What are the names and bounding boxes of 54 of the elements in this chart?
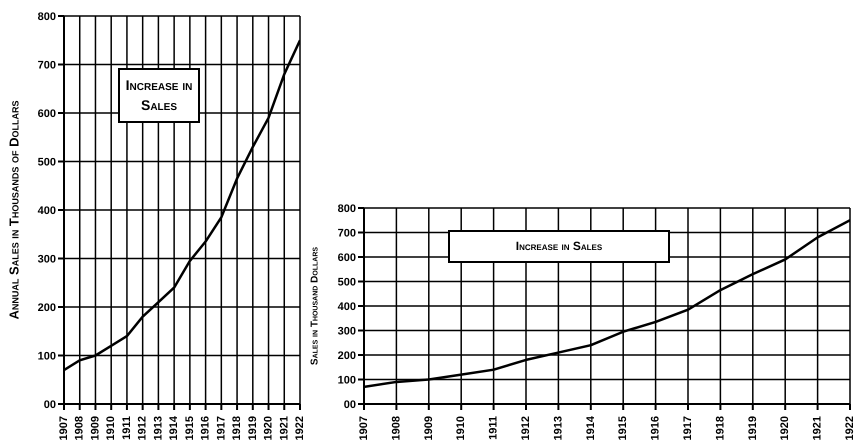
y-tick-label: 500 <box>338 276 356 288</box>
x-tick-label: 1907 <box>58 416 70 440</box>
y-tick-label: 200 <box>338 350 356 362</box>
y-tick-label: 800 <box>338 202 356 215</box>
y-tick-label: 800 <box>38 10 56 23</box>
y-tick-label: 700 <box>338 227 356 240</box>
title-box: Increase in Sales <box>118 68 200 124</box>
x-tick-label: 1912 <box>136 416 149 440</box>
x-tick-label: 1909 <box>422 416 435 440</box>
title-box: Increase in Sales <box>448 230 670 263</box>
x-tick-label: 1908 <box>390 416 402 440</box>
x-tick-label: 1918 <box>231 416 244 440</box>
y-tick-label: 300 <box>38 253 56 266</box>
y-tick-label: 00 <box>44 398 56 411</box>
y-tick-label: 200 <box>38 302 56 314</box>
x-tick-label: 1915 <box>184 416 196 440</box>
x-tick-label: 1911 <box>488 416 500 440</box>
x-tick-label: 1916 <box>650 416 662 440</box>
y-tick-label: 500 <box>38 156 56 168</box>
x-tick-label: 1919 <box>246 416 259 440</box>
x-tick-label: 1913 <box>552 416 564 440</box>
x-tick-label: 1920 <box>779 416 792 440</box>
x-tick-label: 1915 <box>617 416 630 440</box>
x-tick-label: 1922 <box>844 416 856 440</box>
x-tick-label: 1911 <box>120 416 133 440</box>
y-tick-label: 100 <box>338 374 356 386</box>
x-tick-label: 1918 <box>714 416 726 440</box>
x-tick-label: 1907 <box>358 416 370 440</box>
y-tick-label: 400 <box>338 300 356 313</box>
y-tick-label: 00 <box>344 398 356 411</box>
y-tick-label: 300 <box>338 325 356 338</box>
x-tick-label: 1910 <box>105 416 118 440</box>
y-tick-label: 600 <box>38 108 56 120</box>
x-tick-label: 1917 <box>682 416 694 440</box>
x-tick-label: 1913 <box>152 416 164 440</box>
y-tick-label: 600 <box>338 252 356 264</box>
x-tick-label: 1912 <box>520 416 532 440</box>
x-tick-label: 1908 <box>74 416 86 440</box>
x-tick-label: 1914 <box>584 415 597 440</box>
y-axis-title: Annual Sales in Thousands of Dollars <box>6 100 22 320</box>
x-tick-label: 1919 <box>746 416 759 440</box>
x-tick-label: 1909 <box>89 416 102 440</box>
y-tick-label: 700 <box>38 59 56 72</box>
x-tick-label: 1910 <box>455 416 468 440</box>
y-tick-label: 100 <box>38 350 56 362</box>
x-tick-label: 1914 <box>168 415 180 440</box>
x-tick-label: 1917 <box>215 416 228 440</box>
x-tick-label: 1921 <box>278 416 290 440</box>
y-tick-label: 400 <box>38 204 56 217</box>
x-tick-label: 1920 <box>262 416 275 440</box>
y-axis-title: Sales in Thousand Dollars <box>310 246 321 366</box>
x-tick-label: 1921 <box>812 416 824 440</box>
x-tick-label: 1916 <box>200 416 212 440</box>
x-tick-label: 1922 <box>294 416 306 440</box>
